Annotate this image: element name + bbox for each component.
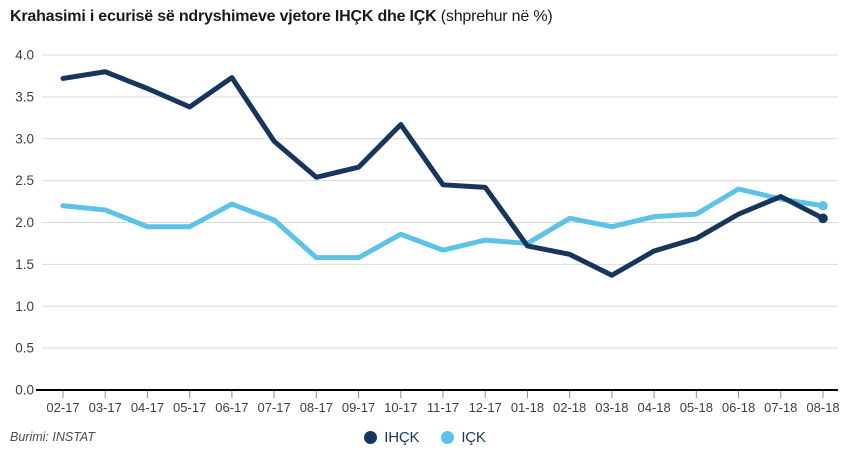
y-axis-label: 3.5 [15, 89, 34, 104]
chart-footer: Burimi: INSTAT IHÇK IÇK [0, 425, 850, 449]
x-axis-label: 07-18 [764, 400, 797, 415]
x-axis-label: 03-17 [89, 400, 122, 415]
y-axis-label: 0.5 [15, 341, 34, 356]
y-axis-label: 3.0 [15, 131, 34, 146]
series-line-ick [60, 186, 826, 261]
x-axis-label: 11-17 [427, 400, 459, 415]
chart-title-main: Krahasimi i ecurisë së ndryshimeve vjeto… [10, 8, 437, 25]
y-axis-label: 2.5 [15, 173, 34, 188]
legend-label-ihck: IHÇK [384, 428, 420, 446]
y-axis-label: 4.0 [15, 48, 34, 63]
x-axis-label: 05-18 [680, 400, 713, 415]
x-axis-label: 08-18 [806, 400, 839, 415]
chart-title-suffix: (shprehur në %) [436, 8, 553, 25]
y-axis-label: 0.0 [15, 383, 34, 398]
series-endpoint-dot-ick [818, 200, 828, 211]
x-axis-label: 06-18 [722, 400, 755, 415]
chart-title: Krahasimi i ecurisë së ndryshimeve vjeto… [10, 7, 553, 27]
x-axis-label: 01-18 [511, 400, 544, 415]
legend-label-ick: IÇK [461, 428, 486, 446]
y-axis-label: 2.0 [15, 215, 34, 230]
x-axis-label: 02-17 [46, 400, 79, 415]
x-axis-label: 08-17 [300, 400, 333, 415]
legend-item-ick: IÇK [441, 428, 486, 446]
x-axis-label: 04-17 [131, 400, 164, 415]
legend: IHÇK IÇK [0, 427, 850, 447]
line-chart-plot: 0.0 0.5 1.0 1.5 2.0 2.5 3.0 3.5 4.0 02-17 03-17 04-… [15, 48, 839, 416]
y-axis-label: 1.5 [15, 257, 34, 272]
legend-dot-ick [441, 430, 455, 444]
x-axis-label: 07-17 [257, 400, 290, 415]
x-axis-label: 12-17 [469, 400, 502, 415]
legend-dot-ihck [364, 430, 378, 444]
y-axis-label: 1.0 [15, 299, 34, 314]
x-axis-label: 09-17 [342, 400, 375, 415]
series-endpoint-dot-ihck [818, 213, 828, 224]
x-axis-label: 04-18 [637, 400, 670, 415]
source-note: Burimi: INSTAT [10, 430, 95, 444]
series-line-ihck [60, 69, 826, 278]
x-axis-label: 02-18 [553, 400, 586, 415]
x-axis-label: 06-17 [215, 400, 248, 415]
legend-item-ihck: IHÇK [364, 428, 420, 446]
x-axis-label: 05-17 [173, 400, 206, 415]
x-axis-label: 03-18 [595, 400, 628, 415]
x-axis-label: 10-17 [384, 400, 417, 415]
